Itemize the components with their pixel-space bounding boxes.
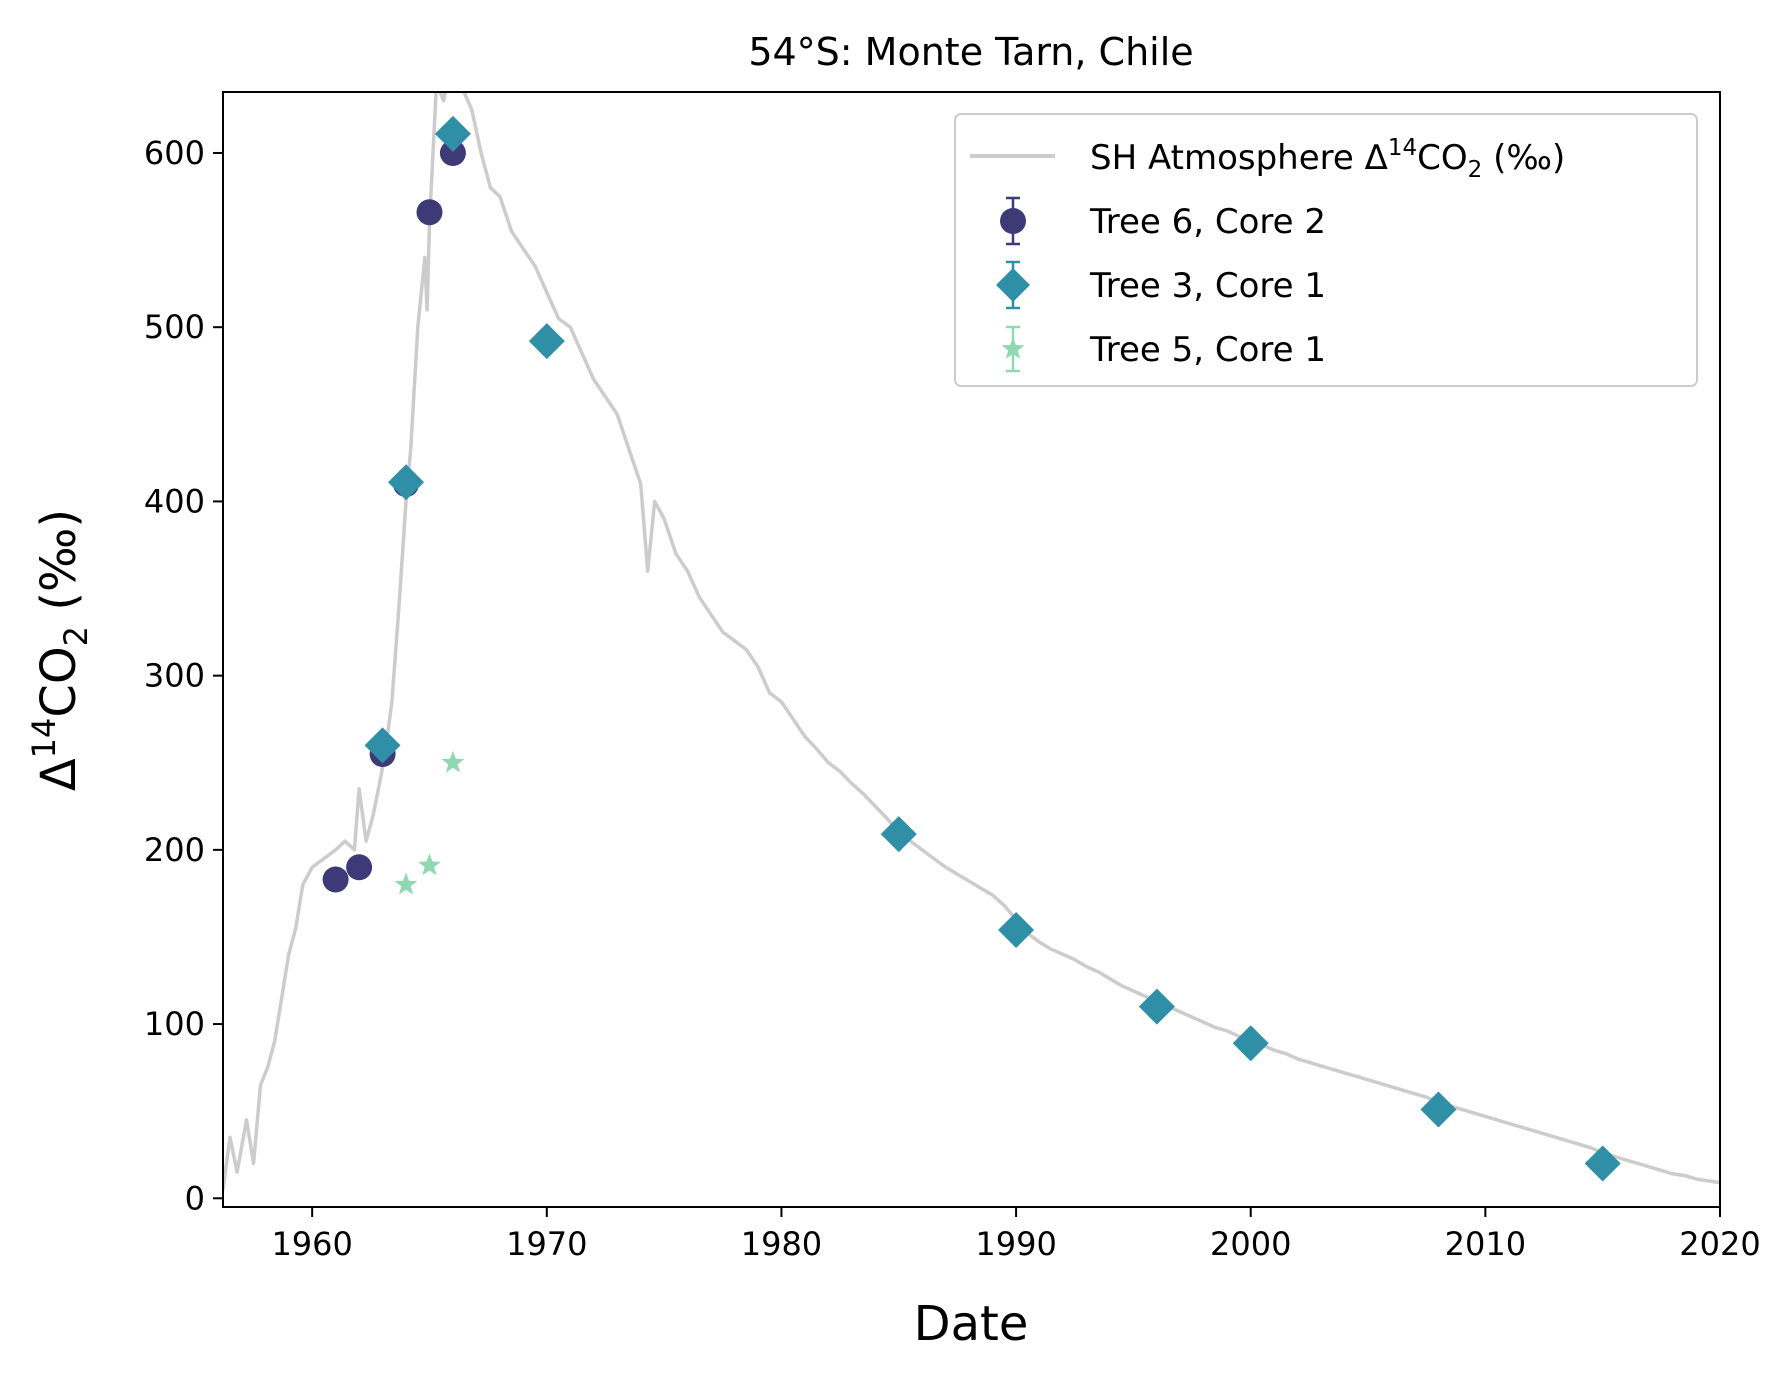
x-tick-label-6: 2020 — [1679, 1225, 1760, 1263]
series-1-point-1 — [388, 464, 425, 501]
legend-marker-tree3 — [996, 260, 1030, 310]
legend-frame — [954, 113, 1698, 387]
series-1-point-5 — [998, 911, 1035, 948]
points-layer — [322, 115, 1621, 1182]
series-1-point-9 — [1584, 1145, 1621, 1182]
series-0-point-5 — [439, 140, 466, 166]
series-0-point-1 — [346, 854, 373, 881]
series-0-point-4 — [416, 199, 443, 226]
legend-label-tree5: Tree 5, Core 1 — [1089, 330, 1326, 370]
y-tick-label-6: 600 — [144, 134, 205, 172]
legend-marker-tree6 — [1000, 196, 1026, 246]
series-1-point-0 — [364, 727, 401, 764]
series-1-point-7 — [1232, 1025, 1269, 1062]
series-2-point-1 — [418, 853, 441, 876]
legend-marker-tree5 — [1001, 325, 1025, 373]
series-1-point-8 — [1420, 1091, 1457, 1128]
legend-label-tree3: Tree 3, Core 1 — [1089, 266, 1326, 306]
x-tick-label-1: 1970 — [506, 1225, 587, 1263]
legend-label-atmosphere: SH Atmosphere Δ14CO2 (‰) — [1090, 135, 1565, 183]
y-tick-label-5: 500 — [144, 308, 205, 346]
y-axis-label: Δ14CO2 (‰) — [25, 509, 95, 791]
x-axis: 1960 1970 1980 1990 2000 2010 2020 — [271, 1207, 1761, 1263]
legend: SH Atmosphere Δ14CO2 (‰) Tree 6, Core 2 … — [954, 113, 1698, 387]
x-tick-label-2: 1980 — [741, 1225, 822, 1263]
x-tick-label-3: 1990 — [975, 1225, 1056, 1263]
series-1-point-2 — [434, 115, 471, 152]
x-axis-label: Date — [914, 1296, 1029, 1352]
series-1-point-6 — [1138, 988, 1175, 1025]
series-0-point-0 — [322, 866, 349, 893]
y-axis: 0 100 200 300 400 500 600 — [144, 134, 223, 1217]
y-tick-label-1: 100 — [144, 1005, 205, 1043]
x-tick-label-0: 1960 — [271, 1225, 352, 1263]
x-tick-label-4: 2000 — [1210, 1225, 1291, 1263]
y-tick-label-3: 300 — [144, 657, 205, 695]
y-tick-label-4: 400 — [144, 482, 205, 520]
plot-frame — [222, 91, 1721, 1208]
y-tick-label-2: 200 — [144, 831, 205, 869]
legend-label-tree6: Tree 6, Core 2 — [1089, 202, 1326, 242]
x-tick-label-5: 2010 — [1445, 1225, 1526, 1263]
series-1-point-3 — [528, 323, 565, 360]
chart-title: 54°S: Monte Tarn, Chile — [748, 30, 1193, 74]
series-2-point-0 — [394, 872, 418, 895]
series-1-point-4 — [880, 816, 917, 853]
series-2-point-2 — [441, 750, 465, 773]
y-tick-label-0: 0 — [185, 1179, 205, 1217]
